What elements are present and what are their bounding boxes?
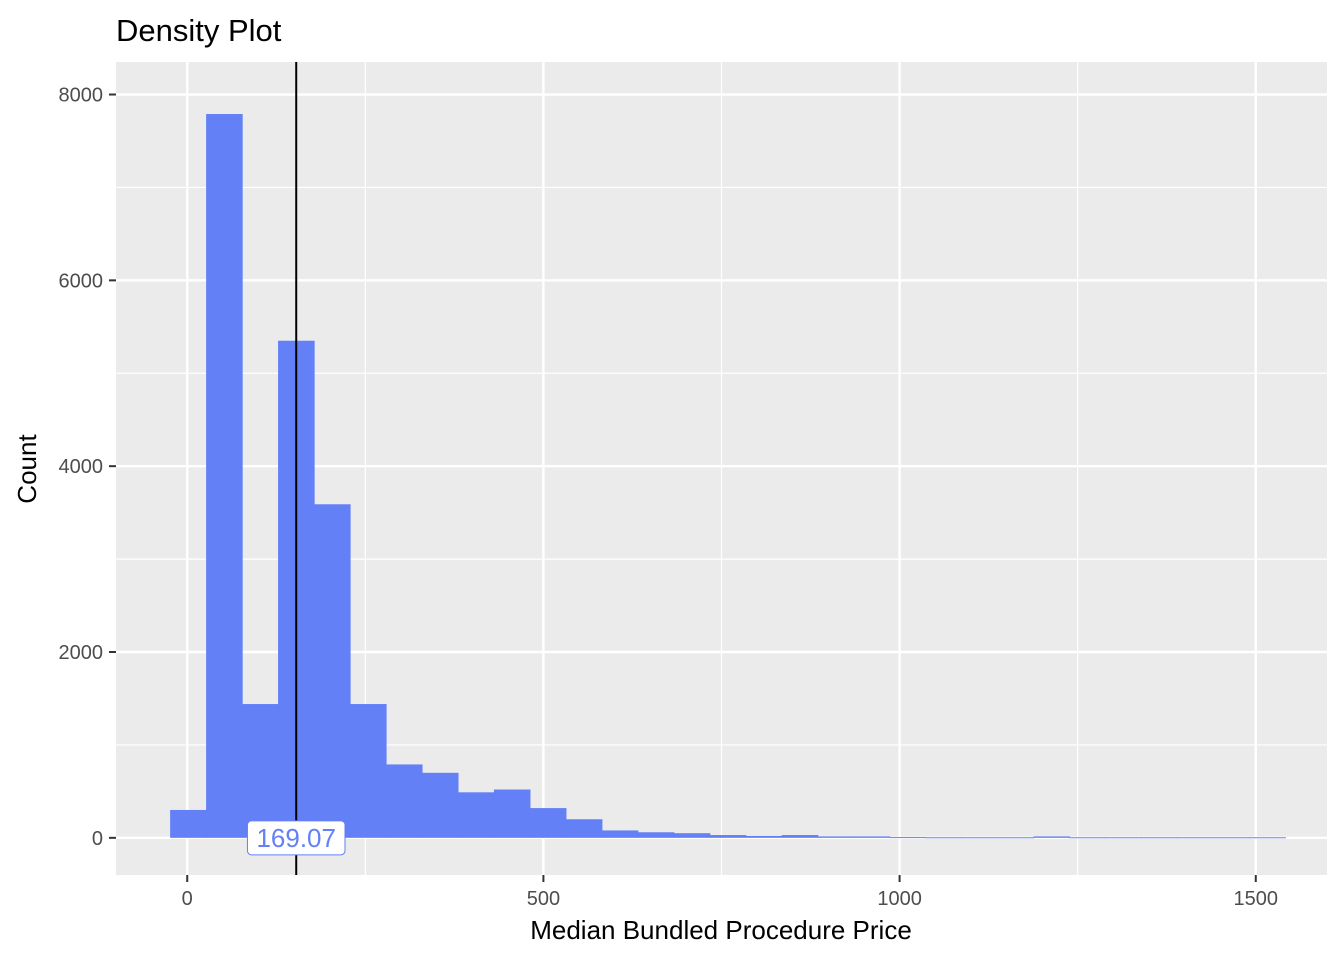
histogram-bar xyxy=(853,836,891,838)
y-tick-label: 4000 xyxy=(59,456,104,478)
histogram-bar xyxy=(206,114,243,838)
histogram-bar xyxy=(1033,836,1071,838)
histogram-bar xyxy=(889,837,927,839)
histogram-bar xyxy=(457,792,495,838)
histogram-bar xyxy=(1069,837,1107,839)
y-axis-ticks: 0 2000 4000 6000 8000 xyxy=(59,85,116,850)
histogram-bar xyxy=(601,830,639,838)
histogram-bar xyxy=(1105,837,1143,839)
histogram-bar xyxy=(709,835,747,838)
histogram-bar xyxy=(997,837,1035,839)
histogram-bar xyxy=(170,809,207,838)
y-tick-label: 2000 xyxy=(59,642,104,664)
histogram-bar xyxy=(1213,837,1250,839)
x-tick-label: 0 xyxy=(182,888,193,910)
vline-annotation: 169.07 xyxy=(246,820,346,856)
histogram-bars xyxy=(170,114,1286,839)
x-tick-label: 500 xyxy=(527,888,560,910)
histogram-bar xyxy=(673,833,711,838)
histogram-bar xyxy=(565,819,603,838)
histogram-bar xyxy=(781,835,819,838)
histogram-bar xyxy=(314,504,351,838)
histogram-bar xyxy=(529,808,567,838)
histogram-bar xyxy=(745,835,783,838)
histogram-bar xyxy=(242,704,279,838)
y-tick-label: 8000 xyxy=(59,85,104,107)
y-tick-label: 0 xyxy=(92,828,103,850)
histogram-bar xyxy=(817,836,855,838)
chart-title: Density Plot xyxy=(116,13,282,48)
histogram-bar xyxy=(961,837,999,839)
annotation-box xyxy=(246,820,346,856)
x-tick-label: 1500 xyxy=(1234,888,1279,910)
histogram-bar xyxy=(385,764,423,838)
y-tick-label: 6000 xyxy=(59,270,104,292)
histogram-bar xyxy=(1141,837,1179,839)
histogram-bar xyxy=(637,832,675,838)
x-axis-ticks: 0 500 1000 1500 xyxy=(182,875,1278,910)
histogram-bar xyxy=(1249,837,1286,839)
grid-major xyxy=(116,62,1327,875)
y-axis-title: Count xyxy=(12,434,42,504)
x-axis-title: Median Bundled Procedure Price xyxy=(530,915,912,945)
histogram-bar xyxy=(1177,837,1214,839)
x-tick-label: 1000 xyxy=(877,888,922,910)
histogram-bar xyxy=(925,837,963,839)
histogram-bar xyxy=(350,704,387,838)
histogram-bar xyxy=(421,772,459,838)
histogram-bar xyxy=(493,789,531,838)
annotation-label: 169.07 xyxy=(256,823,336,853)
